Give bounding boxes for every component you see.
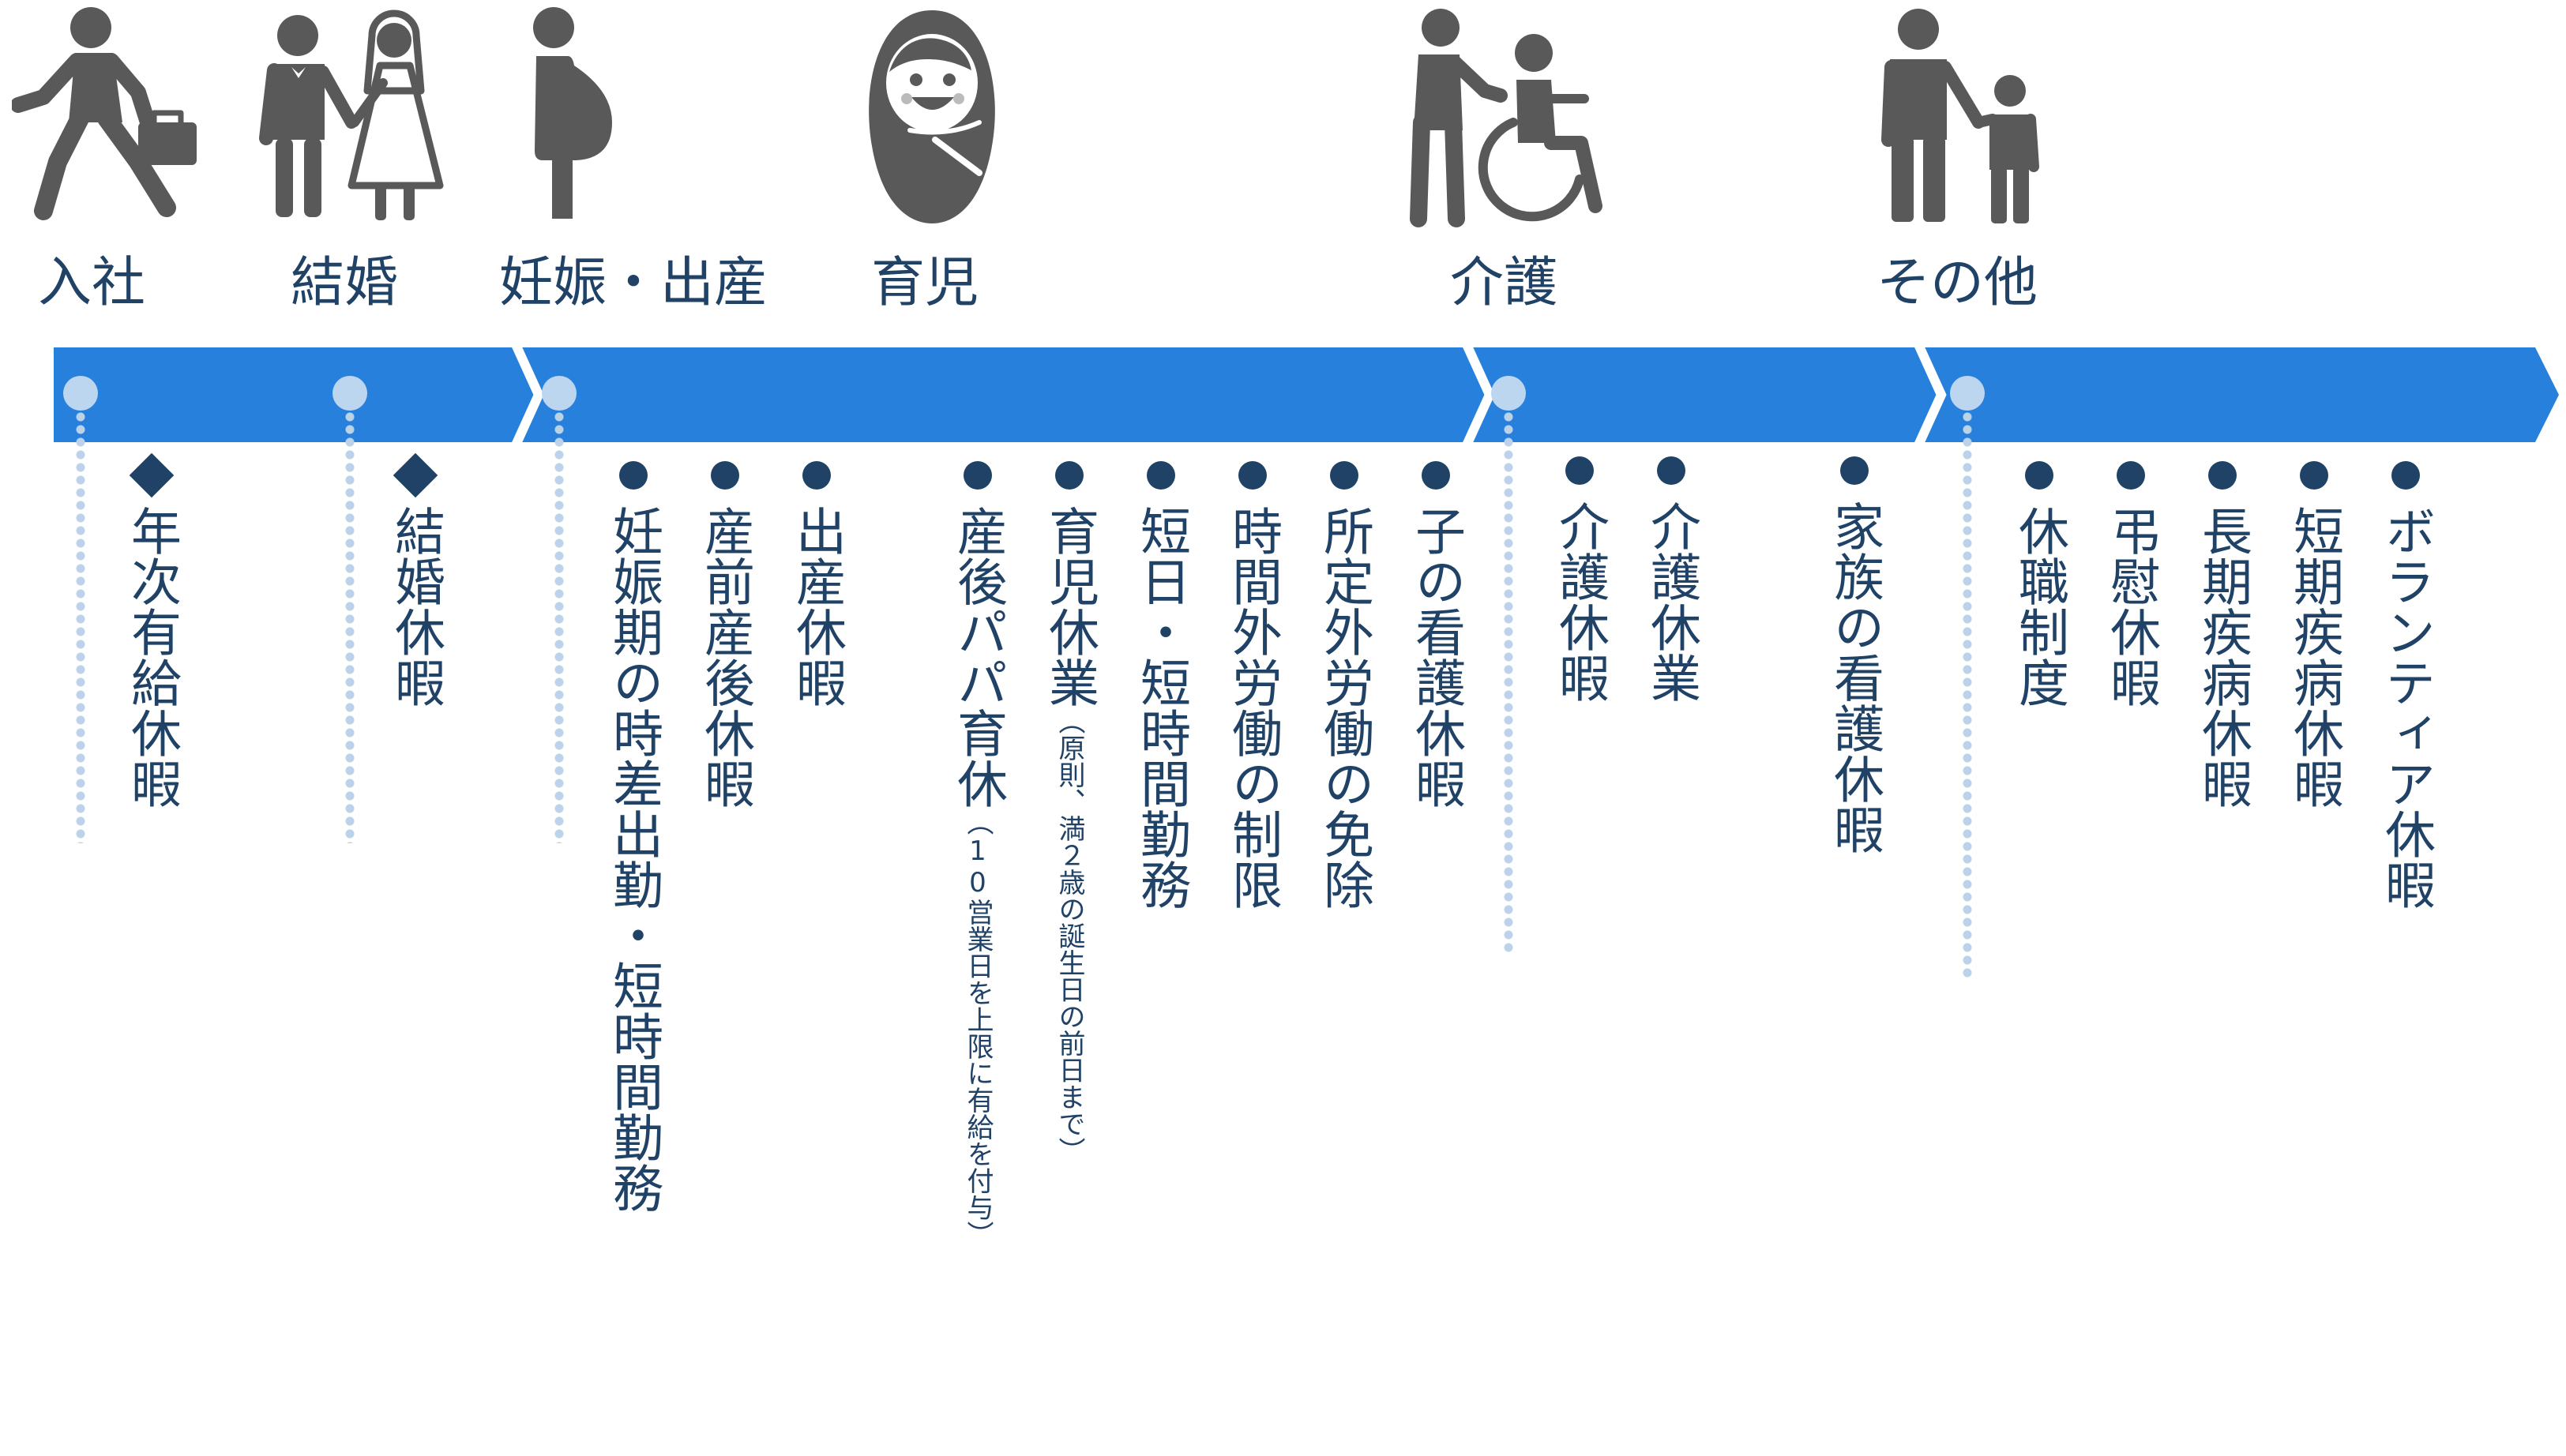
category-label-nyusha: 入社: [38, 252, 146, 314]
item-kazoku-kango: 家族の看護休暇: [1825, 501, 1884, 854]
item-marker-bullet: [1238, 461, 1267, 490]
item-marker-bullet: [1657, 456, 1685, 485]
item-marker-bullet: [1330, 461, 1358, 490]
item-nenji-yukyu: 年次有給休暇: [122, 505, 181, 809]
item-shussan-kyuka: 出産休暇: [787, 505, 846, 707]
category-label-sonota: その他: [1877, 252, 2038, 314]
timeline-pin-kaigo: [1491, 376, 1526, 411]
item-choi-kyuka: 弔慰休暇: [2102, 505, 2160, 707]
swaddled-baby-icon: [869, 10, 995, 223]
dotted-line-nyusha: [75, 411, 86, 843]
caregiver-wheelchair-icon: [1410, 9, 1602, 227]
category-label-kaigo: 介護: [1450, 252, 1558, 314]
item-choki-shippei: 長期疾病休暇: [2193, 505, 2252, 809]
timeline-arrow-shape: [54, 347, 2559, 442]
item-marker-bullet: [1840, 456, 1869, 485]
dotted-line-kekkon: [344, 411, 355, 843]
item-sango-papa-note: （10営業日を上限に有給を付与）: [962, 809, 994, 1248]
item-tanjikan-kinmu: 短日・短時間勤務: [1132, 505, 1190, 910]
chevron-divider-3: [1913, 340, 1947, 449]
pregnant-woman-icon: [533, 7, 612, 219]
item-kaigo-kyugyo: 介護休業: [1642, 501, 1700, 703]
item-ikuji-kyugyo-note: （原則、満２歳の誕生日の前日まで）: [1054, 707, 1085, 1164]
item-kaigo-kyuka: 介護休暇: [1550, 501, 1609, 703]
item-ikuji-kyugyo: 育児休業（原則、満２歳の誕生日の前日まで）: [1040, 505, 1099, 1164]
item-tanki-shippei: 短期疾病休暇: [2285, 505, 2343, 809]
item-sanzen-sango: 産前産後休暇: [696, 505, 754, 809]
item-marker-bullet: [1055, 461, 1084, 490]
item-ikuji-kyugyo-label: 育児休業: [1040, 505, 1099, 707]
timeline-pin-sonota: [1950, 376, 1985, 411]
item-marker-bullet: [711, 461, 739, 490]
category-label-ninshin: 妊娠・出産: [499, 252, 768, 314]
dotted-line-sonota: [1962, 411, 1973, 979]
item-volunteer-kyuka: ボランティア休暇: [2376, 505, 2435, 910]
adult-child-icon: [1881, 9, 2039, 223]
item-marker-bullet: [1147, 461, 1175, 490]
item-marker-bullet: [2300, 461, 2328, 490]
dotted-line-ninshin: [554, 411, 565, 843]
item-shoteigai-menjo: 所定外労働の免除: [1315, 505, 1373, 910]
item-jisa-shukkin: 妊娠期の時差出勤・短時間勤務: [604, 505, 663, 1213]
item-jikangai-seigen: 時間外労働の制限: [1223, 505, 1282, 910]
item-marker-bullet: [2025, 461, 2053, 490]
item-sango-papa-label: 産後パパ育休: [949, 505, 1007, 809]
timeline-chevron-dividers: [510, 340, 1947, 449]
category-label-ikuji: 育児: [871, 252, 979, 314]
timeline-pin-nyusha: [63, 376, 98, 411]
item-kyushoku-seido: 休職制度: [2010, 505, 2068, 707]
item-marker-bullet: [619, 461, 648, 490]
item-marker-bullet: [2117, 461, 2145, 490]
chevron-divider-1: [510, 340, 544, 449]
category-label-kekkon: 結婚: [291, 252, 399, 314]
item-marker-bullet: [1565, 456, 1594, 485]
wedding-couple-icon: [259, 9, 444, 220]
item-ko-kango: 子の看護休暇: [1407, 505, 1465, 809]
chevron-divider-2: [1461, 340, 1495, 449]
walking-businessman-icon: [12, 7, 197, 220]
item-marker-bullet: [2208, 461, 2237, 490]
timeline-pin-kekkon: [332, 376, 367, 411]
timeline-pin-ninshin: [542, 376, 577, 411]
item-marker-bullet: [1422, 461, 1450, 490]
dotted-line-kaigo: [1503, 411, 1514, 955]
item-marker-bullet: [964, 461, 992, 490]
item-marker-bullet: [2391, 461, 2420, 490]
item-kekkon-kyuka: 結婚休暇: [386, 505, 445, 707]
item-marker-bullet: [802, 461, 831, 490]
item-sango-papa: 産後パパ育休（10営業日を上限に有給を付与）: [949, 505, 1007, 1248]
